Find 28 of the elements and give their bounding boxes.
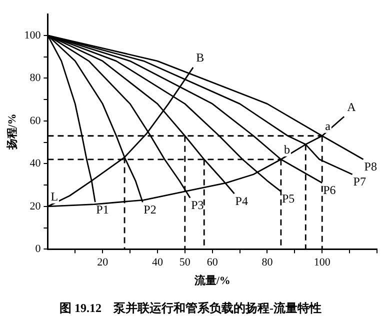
y-tick-label: 40 — [30, 158, 42, 170]
x-tick-label: 40 — [152, 256, 164, 269]
y-tick-label: 80 — [30, 72, 42, 84]
x-tick-label: 50 — [179, 256, 191, 269]
series-label: P1 — [96, 202, 109, 216]
annotation: B — [196, 50, 204, 65]
y-tick-label: 20 — [30, 200, 42, 212]
x-tick-label: 80 — [262, 256, 274, 269]
series-label: P3 — [191, 198, 204, 212]
series-label: P5 — [282, 192, 295, 206]
y-axis-title: 扬程/% — [5, 114, 18, 151]
series-label: P8 — [364, 160, 377, 174]
y-tick-label: 60 — [30, 114, 42, 127]
annotation: b — [284, 142, 290, 157]
series-label: P6 — [323, 183, 336, 198]
text: 图 19.12 泵并联运行和管系负载的扬程-流量特性 — [60, 300, 322, 315]
annotation: a — [325, 119, 332, 134]
annotation: A — [347, 100, 356, 114]
x-tick-label: 60 — [206, 256, 218, 269]
x-tick-label: 20 — [97, 256, 109, 269]
series-label: P4 — [235, 194, 248, 208]
y-tick-label: 100 — [24, 29, 42, 42]
x-axis-title: 流量/% — [193, 274, 230, 287]
series-label: P7 — [353, 174, 366, 189]
x-tick-label: 100 — [314, 256, 331, 269]
series-label: P2 — [144, 202, 156, 216]
annotation: L — [50, 190, 58, 204]
y-tick-label: 0 — [35, 243, 42, 256]
